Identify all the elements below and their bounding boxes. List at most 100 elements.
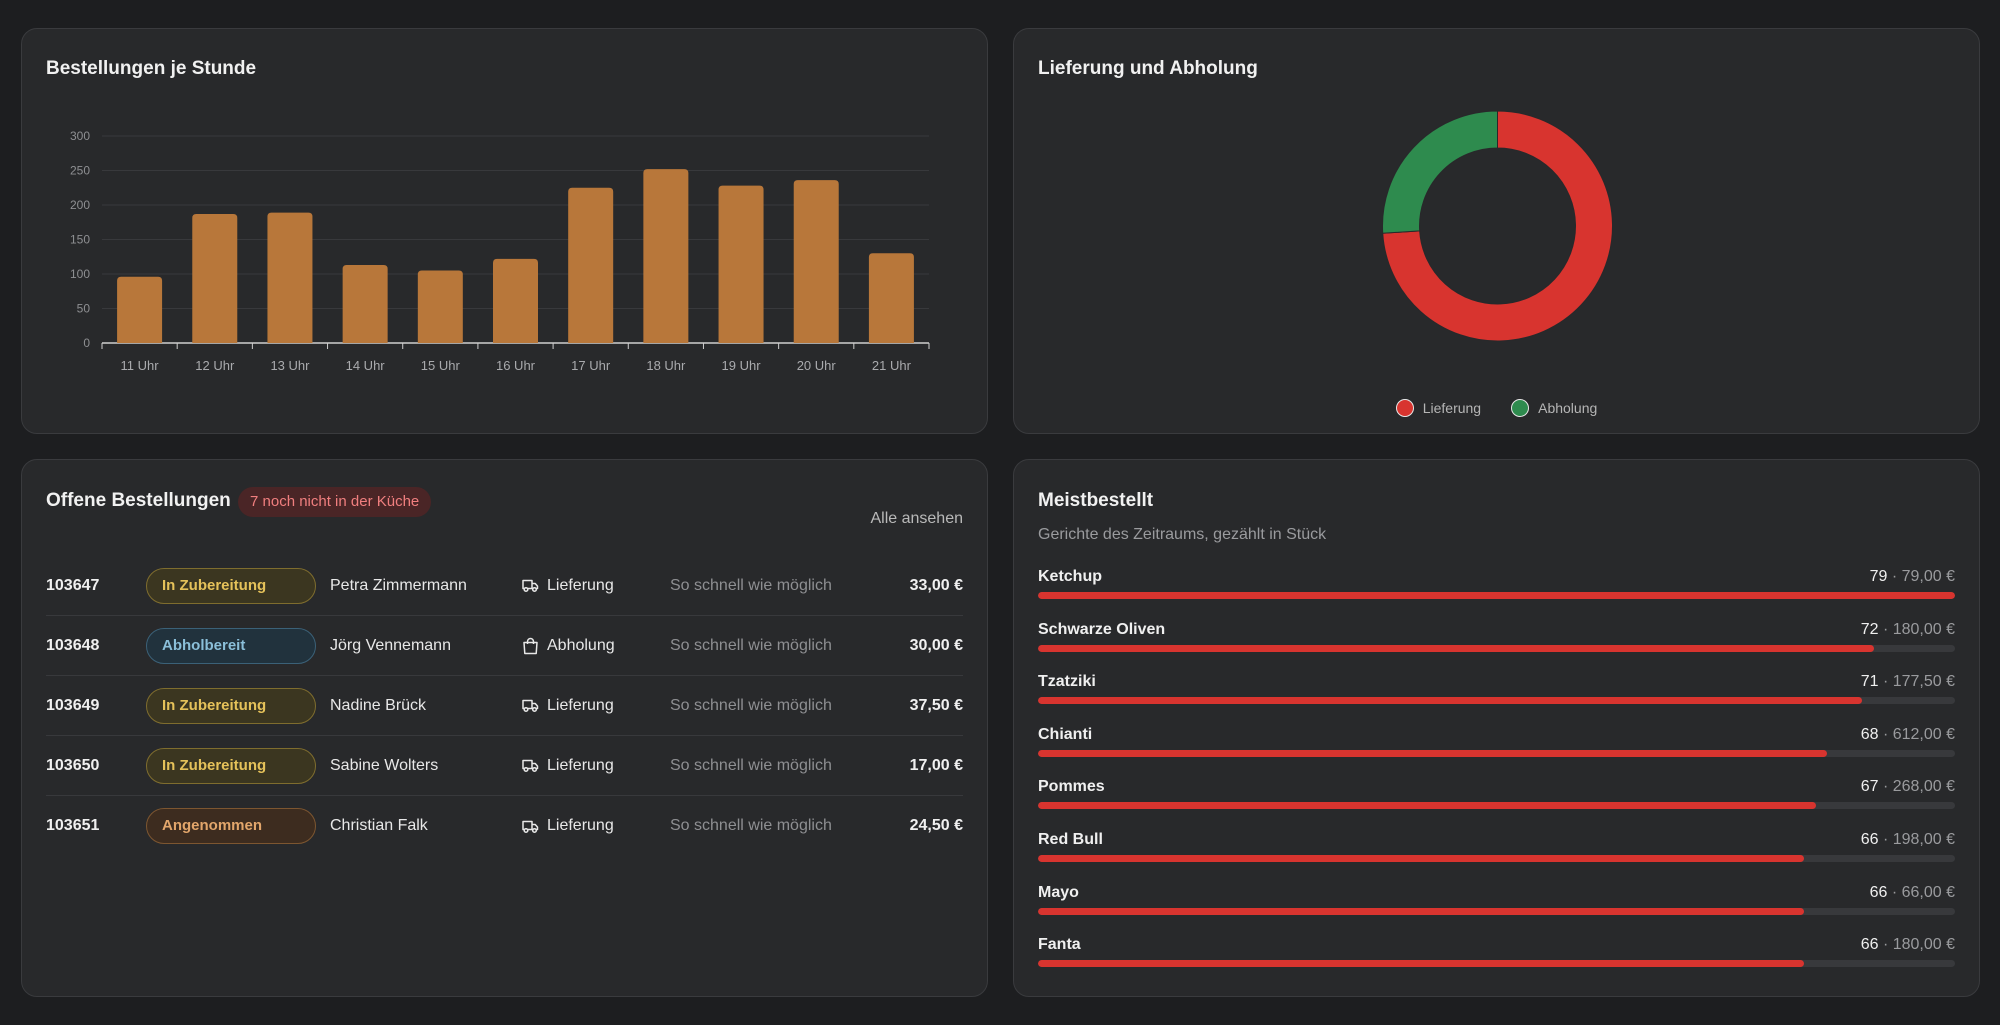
top-item-name: Ketchup [1038, 568, 1102, 585]
x-tick-label: 20 Uhr [797, 358, 837, 373]
bar-11-uhr[interactable] [117, 276, 163, 343]
x-tick-label: 14 Uhr [346, 358, 386, 373]
top-item-progress-fill [1038, 854, 1805, 862]
order-row[interactable]: 103650 In Zubereitung Sabine Wolters Liefer… [46, 736, 963, 796]
delivery-pickup-donut [1382, 110, 1613, 342]
order-time: So schnell wie möglich [670, 576, 832, 594]
order-status-badge[interactable]: In Zubereitung [146, 687, 316, 724]
truck-icon [522, 819, 547, 834]
bar-21-uhr[interactable] [868, 253, 914, 343]
top-item-progress-track [1038, 749, 1955, 757]
top-item-count: 66 [1860, 936, 1879, 954]
order-type: Lieferung [522, 757, 614, 775]
shopping-bag-icon [522, 637, 547, 655]
y-tick-label: 250 [70, 164, 90, 178]
top-item-amount: · 66,00 € [1887, 883, 1955, 901]
bar-15-uhr[interactable] [417, 270, 463, 343]
bar-13-uhr[interactable] [267, 212, 313, 343]
top-item-name: Tzatziki [1038, 673, 1096, 691]
x-tick-label: 18 Uhr [646, 358, 686, 373]
top-item: Ketchup 79 · 79,00 € [1038, 568, 1955, 621]
order-id: 103647 [46, 576, 100, 594]
top-items-list: Ketchup 79 · 79,00 € Schwarze Oliven 72 · 1… [1038, 568, 1955, 989]
top-item-progress-track [1038, 592, 1955, 599]
top-item: Chianti 68 · 612,00 € [1038, 726, 1955, 779]
top-item-count: 72 [1860, 620, 1879, 638]
top-item-value: 71 · 177,50 € [1861, 673, 1955, 691]
top-item-count: 71 [1860, 673, 1879, 691]
x-tick-label: 17 Uhr [571, 358, 611, 373]
top-item-progress-fill [1038, 802, 1816, 810]
customer-name: Nadine Brück [330, 696, 427, 714]
orders-per-hour-chart: 0 50 100 150 200 250 300 11 Uhr 12 Uhr 13 Uhr 14 U… [70, 129, 930, 373]
order-price: 33,00 € [909, 576, 963, 594]
top-item-count: 68 [1860, 725, 1879, 743]
top-item-progress-fill [1038, 960, 1805, 968]
donut-slice-abholung[interactable] [1382, 110, 1498, 234]
bar-18-uhr[interactable] [643, 169, 689, 343]
y-tick-label: 300 [70, 129, 90, 143]
order-price: 24,50 € [909, 817, 963, 834]
donut-legend: Lieferung Abholung [1014, 399, 1979, 417]
order-status-badge[interactable]: Abholbereit [146, 627, 316, 664]
order-type: Abholung [522, 637, 615, 655]
bar-14-uhr[interactable] [342, 265, 388, 343]
top-items-title: Meistbestellt [1038, 490, 1154, 511]
top-item: Mayo 66 · 66,00 € [1038, 884, 1955, 937]
top-item-name: Pommes [1038, 778, 1105, 796]
legend-label-pickup: Abholung [1538, 400, 1598, 416]
donut-slice-lieferung[interactable] [1382, 110, 1613, 342]
order-price: 17,00 € [909, 756, 963, 774]
order-time: So schnell wie möglich [670, 696, 832, 714]
order-row[interactable]: 103649 In Zubereitung Nadine Brück Lieferun… [46, 676, 963, 736]
top-item-value: 66 · 180,00 € [1861, 936, 1955, 954]
x-tick-label: 11 Uhr [121, 358, 160, 373]
top-item-progress-fill [1038, 697, 1863, 705]
bar-19-uhr[interactable] [718, 185, 764, 343]
order-type-label: Lieferung [547, 576, 614, 594]
order-row[interactable]: 103647 In Zubereitung Petra Zimmermann Lief… [46, 556, 963, 616]
bar-12-uhr[interactable] [192, 213, 238, 343]
order-type: Lieferung [522, 577, 614, 595]
order-id: 103649 [46, 696, 100, 714]
order-status-badge[interactable]: In Zubereitung [146, 747, 316, 784]
legend-item-delivery[interactable]: Lieferung [1395, 399, 1482, 417]
top-item-name: Mayo [1038, 883, 1079, 901]
see-all-link[interactable]: Alle ansehen [870, 510, 963, 527]
orders-per-hour-title: Bestellungen je Stunde [46, 58, 257, 79]
top-item-name: Schwarze Oliven [1038, 620, 1166, 638]
order-id: 103651 [46, 817, 100, 834]
top-item-progress-track [1038, 644, 1955, 652]
legend-label-delivery: Lieferung [1422, 400, 1482, 416]
x-tick-label: 13 Uhr [270, 358, 310, 373]
top-item-amount: · 268,00 € [1878, 778, 1955, 796]
order-type-label: Lieferung [547, 817, 614, 834]
order-status-badge[interactable]: In Zubereitung [146, 567, 316, 604]
top-item-name: Red Bull [1038, 830, 1103, 848]
order-status-badge[interactable]: Angenommen [146, 808, 316, 844]
top-item-value: 67 · 268,00 € [1861, 778, 1955, 796]
legend-dot-pickup [1511, 399, 1530, 417]
top-item-value: 66 · 198,00 € [1861, 831, 1955, 849]
x-tick-label: 19 Uhr [722, 358, 762, 373]
top-item-value: 66 · 66,00 € [1870, 884, 1955, 902]
customer-name: Christian Falk [330, 817, 428, 834]
y-tick-label: 200 [70, 198, 90, 212]
delivery-pickup-card: Lieferung und Abholung Lieferung Abholun… [1013, 28, 1980, 434]
delivery-pickup-title: Lieferung und Abholung [1038, 58, 1258, 79]
top-item-amount: · 180,00 € [1878, 620, 1955, 638]
bar-16-uhr[interactable] [493, 258, 538, 343]
top-item-name: Chianti [1038, 725, 1093, 743]
bar-17-uhr[interactable] [568, 187, 614, 343]
order-price: 37,50 € [909, 696, 963, 714]
order-row[interactable]: 103651 Angenommen Christian Falk Lieferung S… [46, 796, 963, 856]
top-item-progress-track [1038, 907, 1955, 915]
truck-icon [522, 758, 547, 773]
kitchen-alert-badge: 7 noch nicht in der Küche [238, 487, 432, 517]
order-row[interactable]: 103648 Abholbereit Jörg Vennemann Abholung S… [46, 616, 963, 676]
bar-20-uhr[interactable] [793, 180, 839, 343]
top-item-amount: · 612,00 € [1878, 725, 1955, 743]
top-item-progress-track [1038, 960, 1955, 968]
open-orders-list: 103647 In Zubereitung Petra Zimmermann Lief… [46, 556, 963, 856]
legend-item-pickup[interactable]: Abholung [1511, 399, 1597, 417]
